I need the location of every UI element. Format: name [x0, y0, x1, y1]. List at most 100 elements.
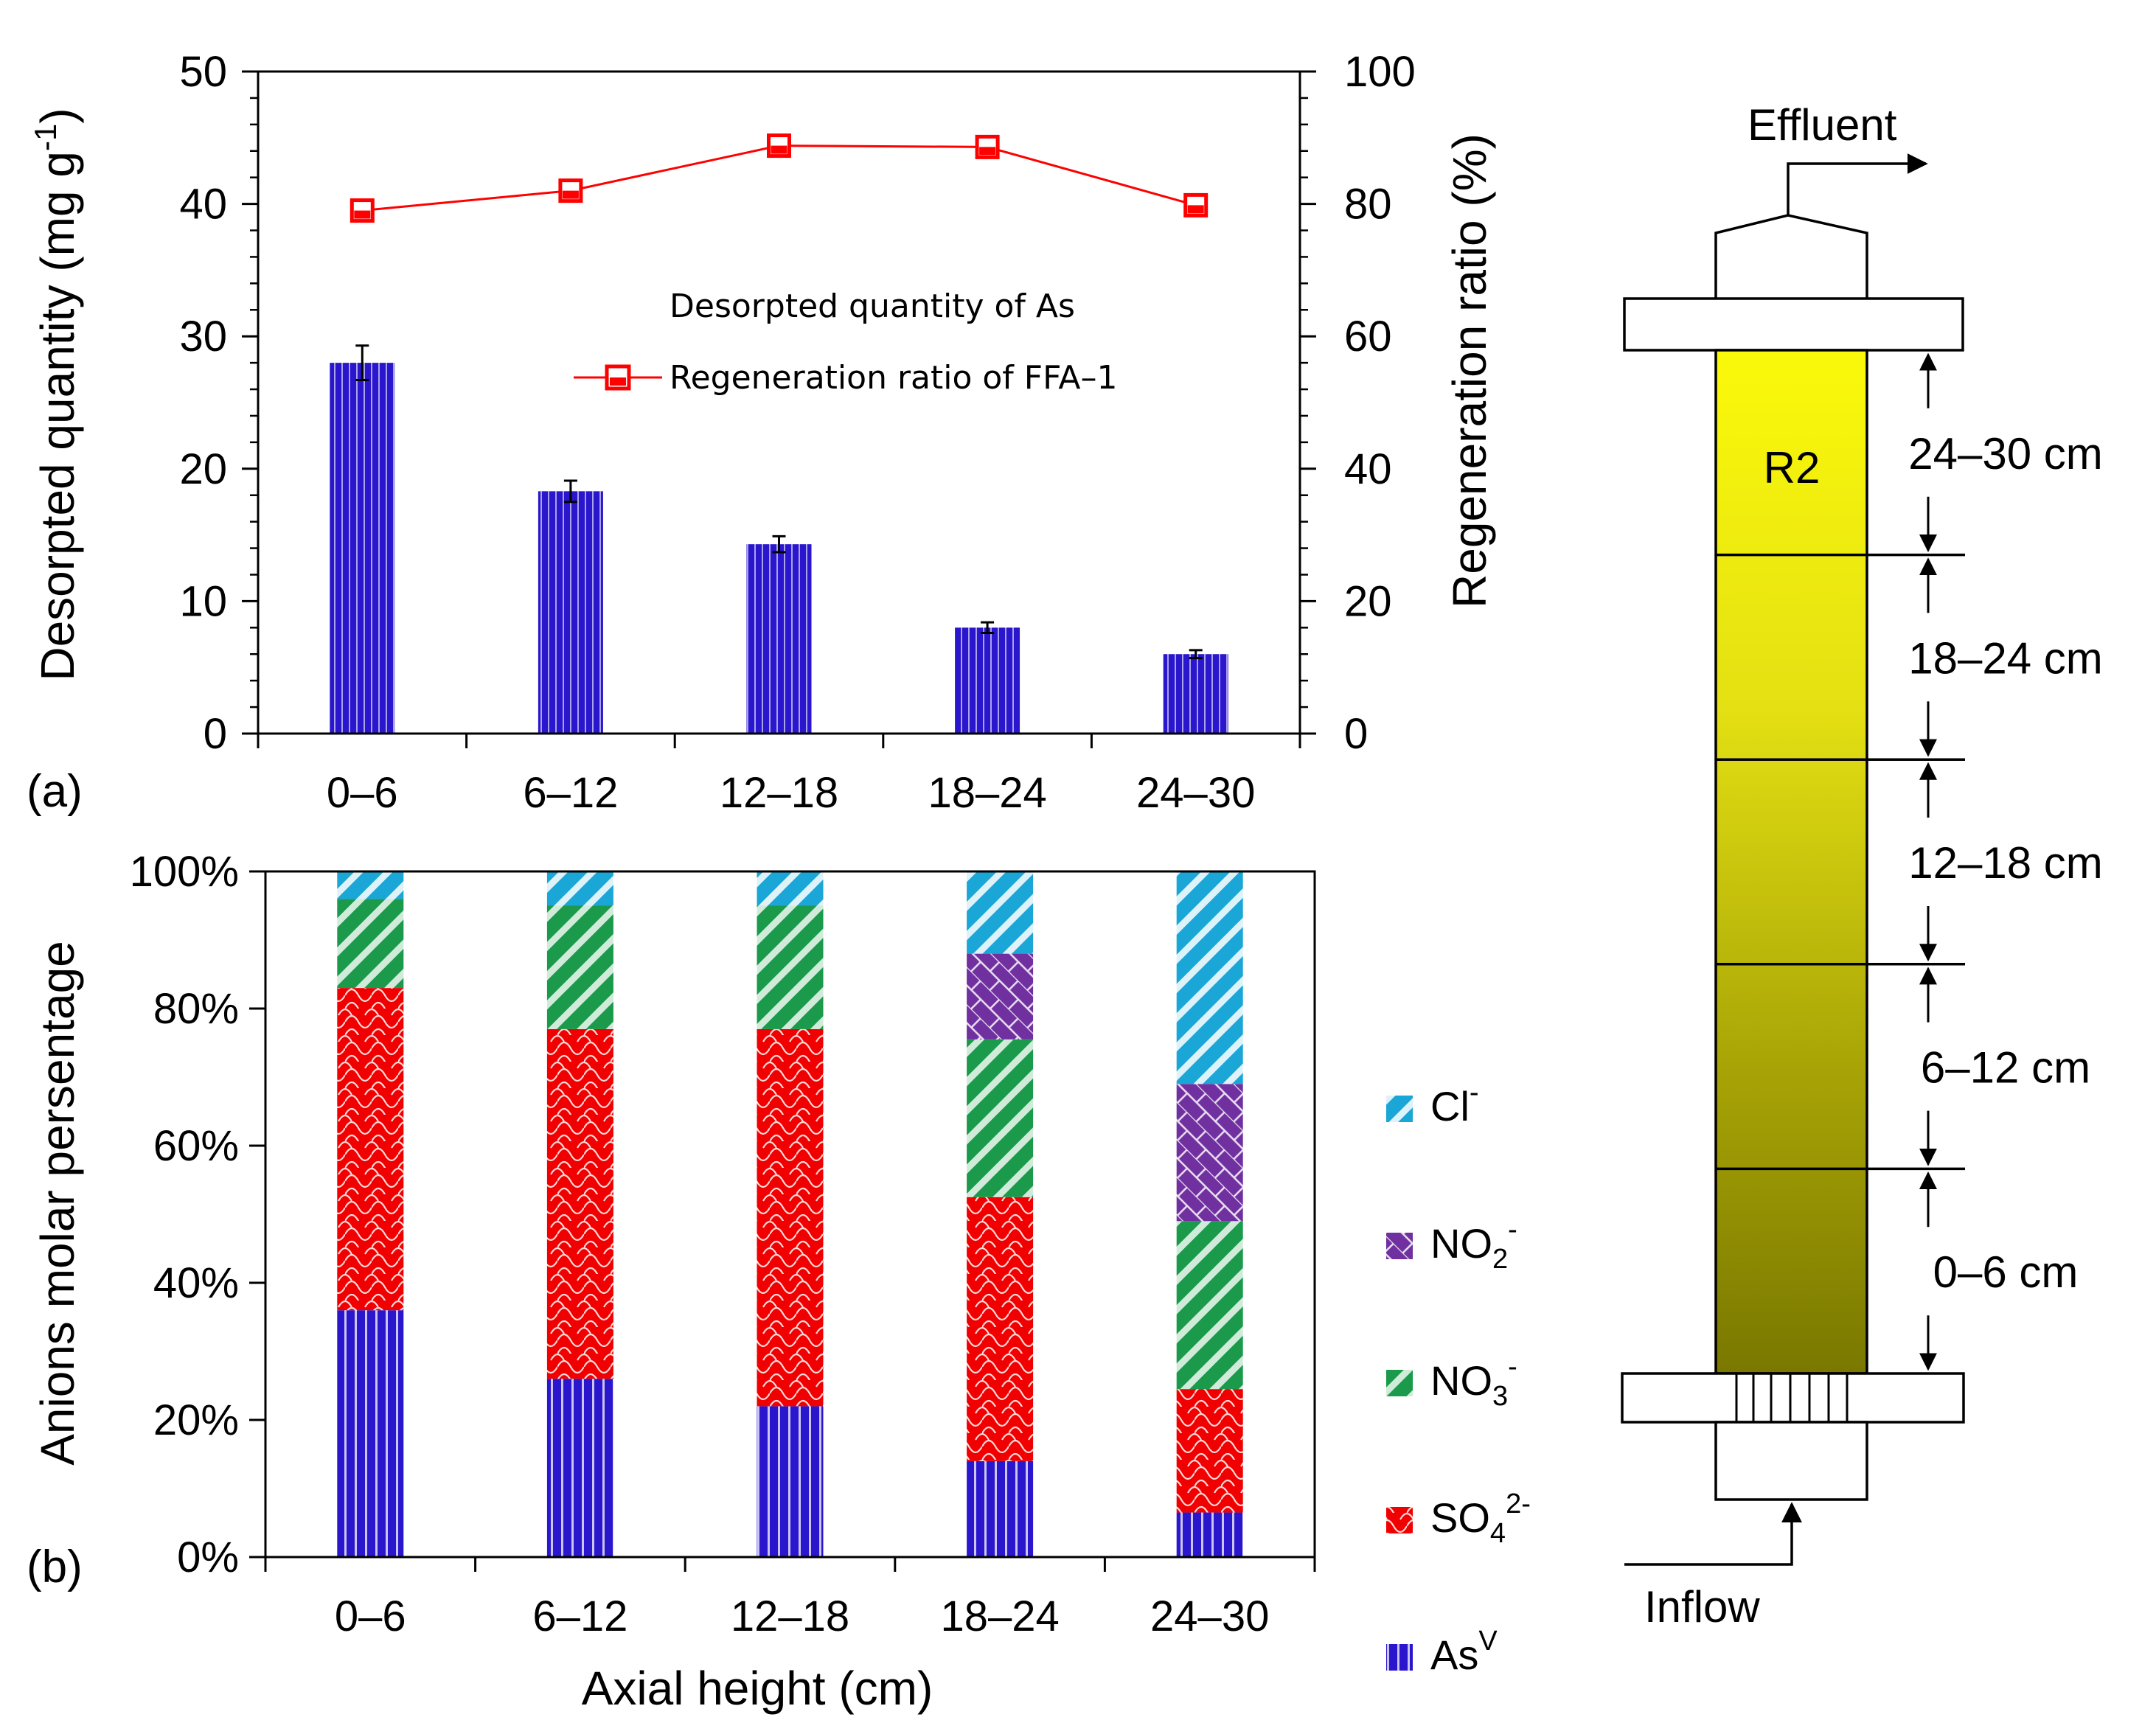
ytick-label-b: 80%	[153, 985, 239, 1033]
regeneration-point-fill-24–30	[1187, 205, 1204, 214]
panel-label-a: (a)	[27, 766, 83, 817]
section-label-12–18 cm: 12–18 cm	[1908, 838, 2103, 888]
ytick-label-b: 100%	[130, 848, 239, 896]
effluent-arrow	[1787, 153, 1928, 218]
inflow-label: Inflow	[1644, 1582, 1760, 1632]
legend-swatch-As	[1386, 1644, 1413, 1671]
y2tick-label-a: 20	[1344, 577, 1392, 625]
legend-regeneration-ratio: Regeneration ratio of FFA–1	[670, 359, 1117, 397]
xtick-label-a-0–6: 0–6	[327, 769, 398, 817]
chart-b-frame	[264, 870, 1316, 1559]
ytick-label-b: 60%	[153, 1122, 239, 1170]
legend-regeneration-marker-fill	[610, 377, 626, 386]
xtick-label-b-0–6: 0–6	[335, 1592, 406, 1640]
chart-a-desorption: 0 10 20 30 40 50 0 20 40 60 80 100 0–6 6–12 12–18 18–24…	[27, 48, 1496, 817]
bar-b-12–18-As	[757, 1406, 824, 1557]
bar-a-0–6	[330, 363, 395, 734]
errorbar-a-24–30	[1189, 649, 1203, 660]
legend-label-Cl: Cl-	[1430, 1077, 1479, 1129]
chart-a-axes: 0 10 20 30 40 50 0 20 40 60 80 100 0–6 6–12 12–18 18–24…	[179, 48, 1415, 817]
errorbar-a-12–18	[772, 535, 786, 554]
errorbar-a-0–6	[355, 344, 369, 381]
xtick-label-b-6–12: 6–12	[532, 1592, 627, 1640]
bar-b-24–30-SO4	[1176, 1389, 1243, 1513]
ytick-label-a: 50	[179, 48, 227, 96]
legend-swatch-NO2	[1386, 1233, 1413, 1259]
bar-b-12–18-Cl	[757, 871, 824, 906]
bar-a-24–30	[1163, 654, 1228, 734]
bar-a-18–24	[955, 627, 1020, 734]
section-label-18–24 cm: 18–24 cm	[1908, 633, 2103, 683]
bed-label: R2	[1764, 443, 1821, 492]
legend-label-NO2: NO2-	[1430, 1214, 1517, 1275]
y2tick-label-a: 80	[1344, 181, 1392, 229]
chart-a-y2label: Regeneration ratio (%)	[1443, 133, 1496, 608]
bar-b-6–12-Cl	[546, 871, 613, 906]
ytick-label-b: 0%	[177, 1533, 239, 1581]
bar-b-0–6-NO3	[337, 899, 404, 989]
xtick-label-a-12–18: 12–18	[720, 769, 838, 817]
bar-b-0–6-Cl	[337, 871, 404, 899]
section-label-24–30 cm: 24–30 cm	[1908, 429, 2103, 478]
chart-a-legend: Desorpted quantity of As Regeneration ra…	[574, 288, 1117, 397]
bar-b-18–24-As	[967, 1460, 1034, 1557]
chart-b-marks	[337, 871, 1243, 1557]
inflow-arrow	[1624, 1502, 1802, 1566]
bar-b-6–12-As	[546, 1379, 613, 1557]
section-label-6–12 cm: 6–12 cm	[1921, 1043, 2090, 1093]
legend-label-NO3: NO3-	[1430, 1351, 1517, 1412]
ytick-label-b: 20%	[153, 1396, 239, 1444]
bar-b-24–30-NO3	[1176, 1221, 1243, 1390]
chart-a-ylabel: Desorpted quantity (mg g-1)	[28, 108, 84, 680]
bar-a-12–18	[746, 544, 812, 734]
xtick-label-a-18–24: 18–24	[928, 769, 1046, 817]
bar-b-6–12-SO4	[546, 1028, 613, 1379]
bar-b-12–18-NO3	[757, 905, 824, 1029]
ytick-label-a: 10	[179, 577, 227, 625]
ytick-label-a: 0	[204, 710, 227, 758]
ytick-label-a: 20	[179, 445, 227, 493]
bar-a-6–12	[538, 491, 603, 734]
chart-b-xlabel: Axial height (cm)	[582, 1662, 933, 1715]
legend-swatch-NO3	[1386, 1370, 1413, 1396]
chart-a-marks	[330, 133, 1228, 734]
regeneration-point-fill-6–12	[562, 190, 579, 199]
legend-desorpted-quantity: Desorpted quantity of As	[670, 288, 1075, 325]
column-bottom-cap	[1714, 1421, 1868, 1501]
section-label-0–6 cm: 0–6 cm	[1933, 1247, 2079, 1297]
chart-a-frame	[257, 70, 1301, 735]
errorbar-a-6–12	[563, 479, 577, 504]
xtick-label-b-24–30: 24–30	[1150, 1592, 1269, 1640]
bar-b-6–12-NO3	[546, 905, 613, 1029]
panel-label-b: (b)	[27, 1542, 83, 1592]
bar-b-18–24-NO3	[967, 1039, 1034, 1197]
legend-label-As: AsV	[1430, 1626, 1498, 1678]
bar-b-24–30-Cl	[1176, 871, 1243, 1084]
y2tick-label-a: 100	[1344, 48, 1416, 96]
chart-b-legend: Cl- NO2- NO3- SO42- AsV	[1386, 1077, 1531, 1678]
regeneration-point-fill-0–6	[354, 210, 371, 219]
xtick-label-b-12–18: 12–18	[731, 1592, 849, 1640]
bed-sections: 24–30 cm 18–24 cm 12–18 cm 6–12 cm 0–6 cm	[1716, 352, 2103, 1371]
y2tick-label-a: 60	[1344, 313, 1392, 361]
xtick-label-a-24–30: 24–30	[1136, 769, 1255, 817]
bar-b-18–24-Cl	[967, 871, 1034, 954]
xtick-label-b-18–24: 18–24	[940, 1592, 1059, 1640]
regeneration-point-fill-18–24	[979, 147, 996, 156]
column-top-cap	[1714, 214, 1868, 299]
ytick-label-b: 40%	[153, 1259, 239, 1307]
ytick-label-a: 40	[179, 181, 227, 229]
bar-b-0–6-As	[337, 1310, 404, 1557]
chart-b-axes: 0% 20% 40% 60% 80% 100% 0–6 6–12 12–18 18–24 24–30	[130, 848, 1316, 1640]
bottom-flange	[1621, 1372, 1965, 1424]
bar-b-24–30-As	[1176, 1512, 1243, 1557]
y2tick-label-a: 40	[1344, 445, 1392, 493]
resin-bed	[1714, 349, 1868, 1375]
ytick-label-a: 30	[179, 313, 227, 361]
legend-swatch-SO4	[1386, 1507, 1413, 1533]
legend-swatch-Cl	[1386, 1096, 1413, 1122]
bar-b-18–24-SO4	[967, 1197, 1034, 1461]
bar-b-0–6-SO4	[337, 988, 404, 1311]
regeneration-point-fill-12–18	[771, 145, 787, 154]
